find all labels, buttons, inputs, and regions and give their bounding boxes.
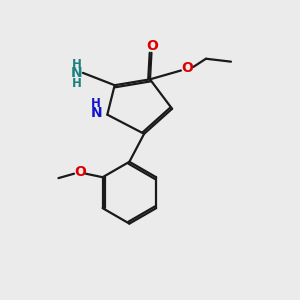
Text: O: O (182, 61, 193, 75)
Text: O: O (74, 165, 86, 179)
Text: N: N (90, 106, 102, 120)
Text: O: O (146, 39, 158, 53)
Text: N: N (70, 66, 82, 80)
Text: H: H (91, 97, 101, 110)
Text: H: H (71, 58, 81, 71)
Text: H: H (71, 77, 81, 90)
